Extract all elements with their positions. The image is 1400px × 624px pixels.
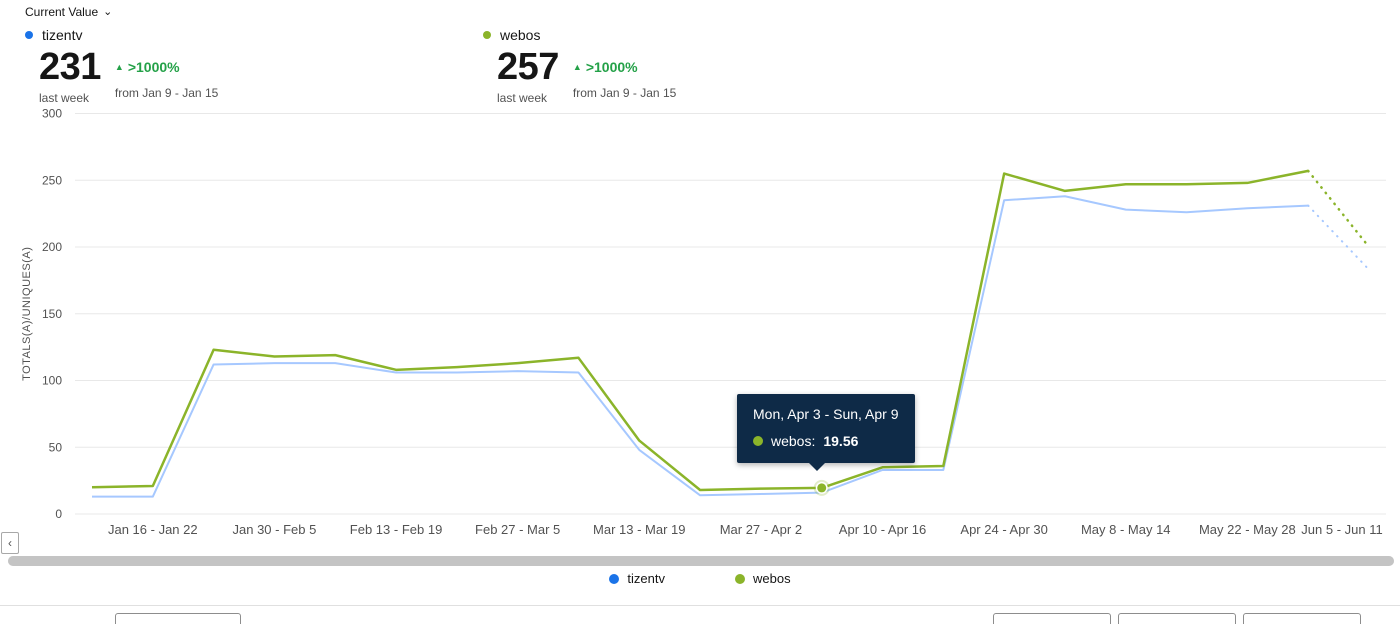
legend-label: tizentv — [627, 571, 665, 586]
legend-item-webos[interactable]: webos — [735, 571, 791, 586]
metric-selector-label: Current Value — [25, 5, 99, 19]
legend-item-tizentv[interactable]: tizentv — [609, 571, 665, 586]
metric-period: last week — [39, 91, 90, 105]
chart-tooltip: Mon, Apr 3 - Sun, Apr 9 webos: 19.56 — [737, 394, 915, 471]
metric-change-period: from Jan 9 - Jan 15 — [114, 86, 219, 100]
series-name: tizentv — [42, 27, 83, 43]
metric-change-period: from Jan 9 - Jan 15 — [572, 86, 677, 100]
legend-label: webos — [753, 571, 791, 586]
series-dot-icon — [483, 31, 491, 39]
metric-change: >1000% — [585, 59, 638, 75]
metric-change-block: ▲ >1000% from Jan 9 - Jan 15 — [573, 59, 676, 105]
partial-control-button[interactable] — [1243, 613, 1361, 624]
metric-card-tizentv: tizentv 231 last week ▲ >1000% from Jan … — [25, 27, 218, 105]
svg-text:50: 50 — [49, 440, 63, 454]
svg-text:Jan 30 - Feb 5: Jan 30 - Feb 5 — [233, 522, 317, 537]
increase-arrow-icon: ▲ — [572, 62, 582, 72]
series-name: webos — [500, 27, 541, 43]
svg-text:May 8 - May 14: May 8 - May 14 — [1081, 522, 1171, 537]
partial-control-button[interactable] — [1118, 613, 1236, 624]
line-chart[interactable]: 0 50 100 150 200 250 300 TOTALS(A)/UNIQUES(A) Ja… — [0, 0, 1400, 560]
legend-dot-icon — [609, 573, 620, 584]
tooltip-series-dot-icon — [753, 436, 763, 446]
metric-change: >1000% — [127, 59, 180, 75]
increase-arrow-icon: ▲ — [114, 62, 124, 72]
partial-control-button[interactable] — [115, 613, 241, 624]
svg-text:Jun 5 - Jun 11: Jun 5 - Jun 11 — [1301, 522, 1382, 537]
metric-value-block: 257 last week — [497, 45, 559, 105]
tooltip-series-label: webos: — [771, 433, 816, 449]
chart-scrollbar-thumb[interactable] — [8, 556, 1394, 566]
svg-text:250: 250 — [42, 173, 62, 187]
partial-control-button[interactable] — [993, 613, 1111, 624]
metric-card-webos: webos 257 last week ▲ >1000% from Jan 9 … — [483, 27, 676, 105]
svg-text:TOTALS(A)/UNIQUES(A): TOTALS(A)/UNIQUES(A) — [21, 247, 33, 381]
series-header-tizentv: tizentv — [25, 27, 218, 43]
chevron-down-icon: ⌄ — [103, 5, 113, 18]
scroll-left-button[interactable]: ‹ — [1, 532, 19, 554]
svg-text:300: 300 — [42, 107, 62, 121]
metric-selector-dropdown[interactable]: Current Value ⌄ — [25, 5, 112, 19]
svg-text:100: 100 — [42, 374, 62, 388]
svg-text:0: 0 — [55, 507, 62, 521]
series-dot-icon — [25, 31, 33, 39]
chart-scrollbar-track[interactable] — [8, 556, 1394, 566]
metric-value: 231 — [39, 46, 101, 88]
svg-text:Feb 13 - Feb 19: Feb 13 - Feb 19 — [350, 522, 443, 537]
legend-dot-icon — [735, 573, 745, 584]
metric-value-block: 231 last week — [39, 45, 101, 105]
tooltip-value: 19.56 — [823, 433, 859, 449]
svg-text:Apr 24 - Apr 30: Apr 24 - Apr 30 — [960, 522, 1047, 537]
svg-text:May 22 - May 28: May 22 - May 28 — [1199, 522, 1296, 537]
metric-change-block: ▲ >1000% from Jan 9 - Jan 15 — [115, 59, 218, 105]
chart-legend: tizentv webos — [0, 571, 1400, 586]
metric-period: last week — [497, 91, 548, 105]
svg-text:Jan 16 - Jan 22: Jan 16 - Jan 22 — [108, 522, 198, 537]
svg-text:Mar 27 - Apr 2: Mar 27 - Apr 2 — [720, 522, 802, 537]
bottom-controls-strip — [0, 605, 1400, 624]
svg-text:Apr 10 - Apr 16: Apr 10 - Apr 16 — [839, 522, 926, 537]
svg-text:Feb 27 - Mar 5: Feb 27 - Mar 5 — [475, 522, 560, 537]
series-header-webos: webos — [483, 27, 676, 43]
svg-text:200: 200 — [42, 240, 62, 254]
svg-text:150: 150 — [42, 307, 62, 321]
metric-value: 257 — [497, 46, 559, 88]
tooltip-date-range: Mon, Apr 3 - Sun, Apr 9 — [753, 406, 899, 422]
svg-text:Mar 13 - Mar 19: Mar 13 - Mar 19 — [593, 522, 685, 537]
